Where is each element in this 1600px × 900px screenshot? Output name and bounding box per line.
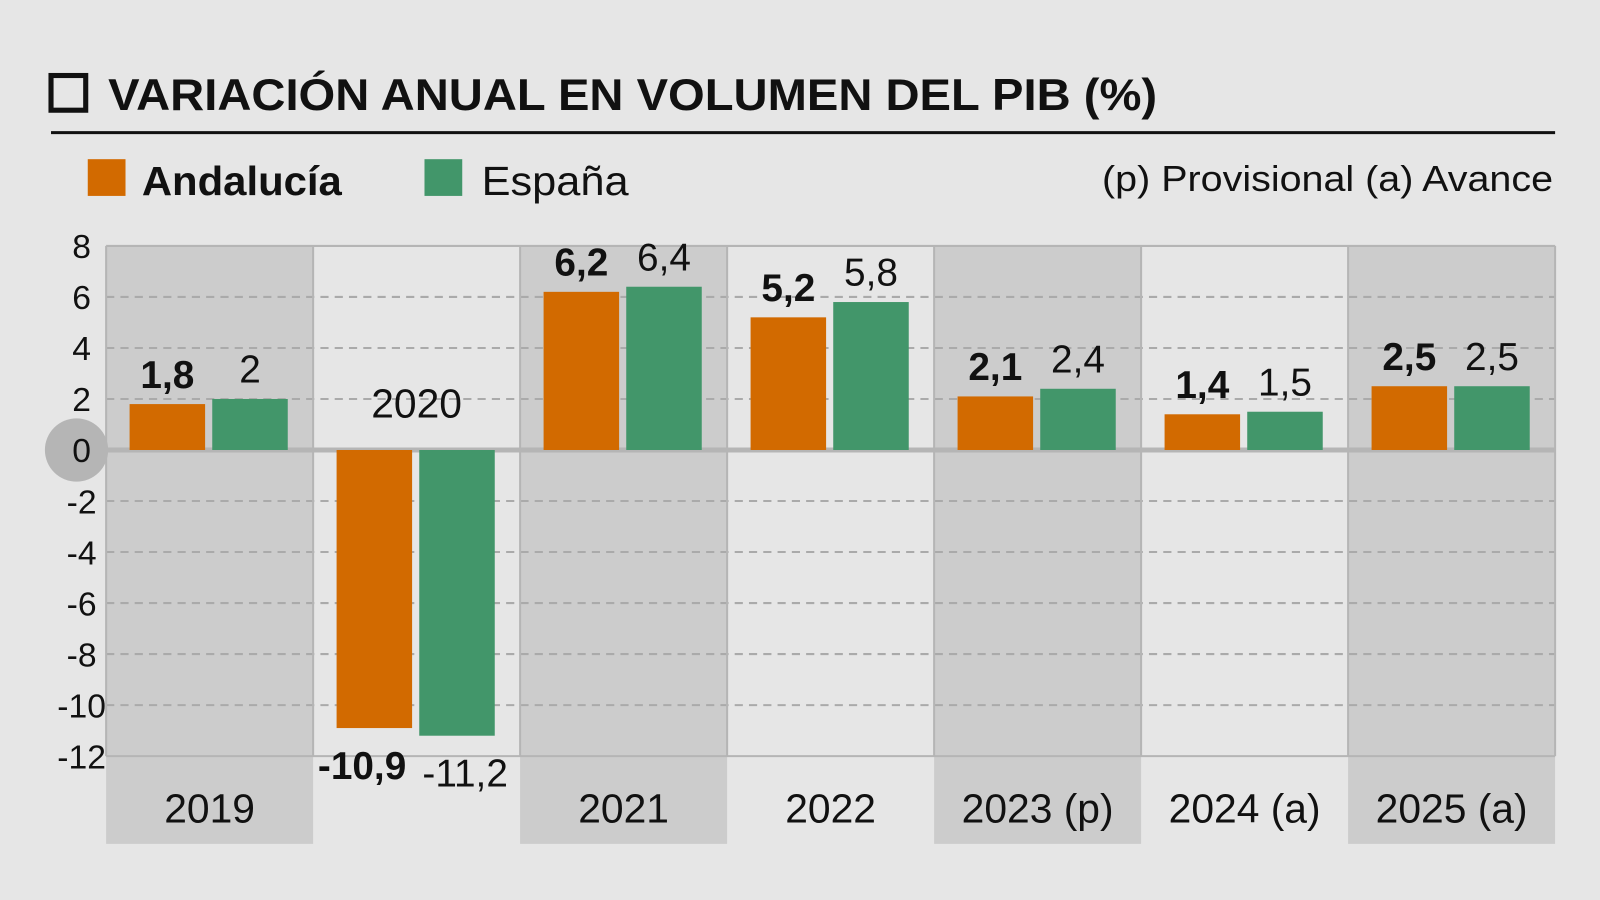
category-label: 2022 — [785, 785, 876, 831]
y-tick-label: -12 — [57, 739, 106, 776]
data-label-espana: 2,4 — [1051, 338, 1105, 381]
data-label-andalucia: 5,2 — [761, 267, 815, 310]
zero-marker — [44, 418, 109, 482]
title-square-icon — [48, 72, 89, 113]
bar-andalucia — [336, 450, 413, 729]
bar-andalucia — [1371, 386, 1448, 450]
y-tick-label: -8 — [67, 637, 97, 674]
bar-andalucia — [1164, 414, 1241, 450]
y-tick-label: 4 — [72, 331, 91, 368]
legend-swatch-andalucia — [87, 159, 126, 196]
data-label-andalucia: 1,8 — [140, 354, 194, 397]
bar-andalucia — [129, 404, 206, 450]
y-tick-label: 8 — [72, 229, 91, 266]
category-band — [520, 756, 728, 844]
data-label-andalucia: 2,5 — [1382, 336, 1436, 379]
data-label-espana: 1,5 — [1258, 361, 1312, 404]
y-tick-label: -10 — [57, 688, 106, 725]
category-label: 2023 (p) — [962, 785, 1114, 831]
bar-espana — [1040, 388, 1116, 450]
bar-andalucia — [750, 317, 827, 450]
data-label-andalucia: 1,4 — [1175, 364, 1229, 407]
y-tick-label: 2 — [72, 382, 91, 419]
legend-swatch-espana — [424, 159, 463, 196]
bar-andalucia — [957, 396, 1034, 450]
data-label-andalucia: 6,2 — [554, 242, 608, 285]
data-label-espana: -11,2 — [422, 753, 507, 796]
data-label-espana: 2 — [239, 349, 261, 392]
y-tick-label: 0 — [72, 433, 91, 470]
data-label-espana: 5,8 — [844, 252, 898, 295]
category-band — [1348, 756, 1556, 844]
category-label: 2025 (a) — [1376, 785, 1528, 831]
data-label-espana: 2,5 — [1465, 336, 1519, 379]
bar-andalucia — [543, 291, 620, 450]
category-label: 2020 — [371, 380, 462, 426]
y-tick-label: 6 — [72, 280, 91, 317]
category-band — [106, 756, 314, 844]
y-tick-label: -4 — [67, 535, 97, 572]
category-band — [934, 756, 1142, 844]
legend-label-espana: España — [482, 158, 629, 204]
bar-espana — [212, 398, 288, 450]
category-label: 2024 (a) — [1169, 785, 1321, 831]
footnote: (p) Provisional (a) Avance — [1102, 159, 1553, 199]
data-label-andalucia: -10,9 — [318, 745, 406, 788]
data-label-andalucia: 2,1 — [968, 346, 1022, 389]
bar-espana — [1454, 386, 1530, 450]
legend-label-andalucia: Andalucía — [142, 158, 342, 204]
column-band — [1141, 245, 1349, 757]
bar-espana — [626, 286, 702, 450]
y-tick-label: -6 — [67, 586, 97, 623]
y-tick-label: -2 — [67, 484, 97, 521]
bar-espana — [833, 302, 909, 450]
category-label: 2021 — [578, 785, 669, 831]
chart-title: VARIACIÓN ANUAL EN VOLUMEN DEL PIB (%) — [108, 69, 1157, 120]
data-label-espana: 6,4 — [637, 236, 691, 279]
bar-espana — [419, 450, 495, 736]
bar-espana — [1247, 411, 1323, 450]
category-label: 2019 — [164, 785, 255, 831]
